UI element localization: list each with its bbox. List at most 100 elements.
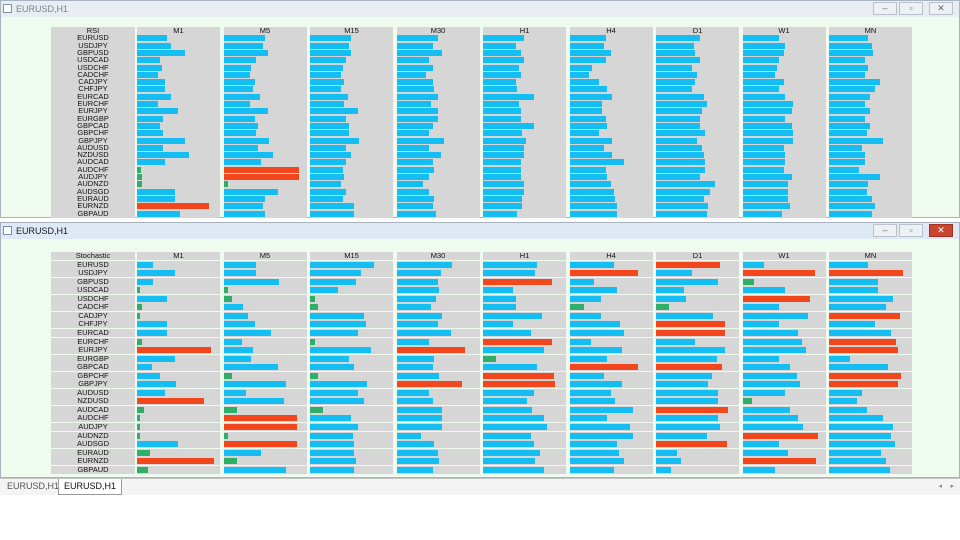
signal-bar-blue <box>742 166 784 173</box>
signal-cell <box>483 48 566 57</box>
signal-bar-red <box>742 295 810 302</box>
signal-cell <box>742 129 826 138</box>
signal-cell <box>223 41 307 50</box>
signal-cell <box>396 414 480 423</box>
symbol-label-usdchf: USDCHF <box>51 294 135 303</box>
chart-tab[interactable]: EURUSD,H1 <box>2 479 66 494</box>
signal-cell <box>483 380 566 389</box>
signal-cell <box>223 85 307 94</box>
window-title: EURUSD,H1 <box>16 4 69 14</box>
signal-cell <box>742 48 826 57</box>
signal-bar-blue <box>829 415 884 422</box>
signal-bar-blue <box>569 144 604 151</box>
symbol-label-audusd: AUDUSD <box>51 143 135 152</box>
minimize-button[interactable]: – <box>873 2 897 15</box>
signal-bar-blue <box>569 261 614 268</box>
signal-bar-blue <box>310 195 343 202</box>
signal-cell <box>569 277 653 286</box>
signal-cell <box>742 397 826 406</box>
signal-bar-green <box>223 432 229 439</box>
window-titlebar[interactable]: EURUSD,H1 – ▫ ✕ <box>1 223 959 239</box>
signal-cell <box>396 180 480 189</box>
tabs-scroll-left-icon[interactable]: ◂ <box>938 483 942 490</box>
signal-bar-blue <box>656 35 701 42</box>
close-button[interactable]: ✕ <box>929 224 953 237</box>
minimize-button[interactable]: – <box>873 224 897 237</box>
symbol-label-gbpcad: GBPCAD <box>51 363 135 372</box>
signal-bar-blue <box>656 389 719 396</box>
signal-cell <box>569 397 653 406</box>
symbol-label-gbpusd: GBPUSD <box>51 277 135 286</box>
signal-cell <box>742 158 826 167</box>
signal-cell <box>310 107 393 116</box>
signal-cell <box>656 48 739 57</box>
signal-cell <box>829 397 912 406</box>
signal-cell <box>656 371 739 380</box>
signal-bar-blue <box>569 381 622 388</box>
tabs-scroll-right-icon[interactable]: ▸ <box>950 483 954 490</box>
signal-bar-blue <box>656 203 709 210</box>
signal-cell <box>137 414 220 423</box>
signal-bar-blue <box>223 49 268 56</box>
signal-bar-blue <box>137 57 160 64</box>
signal-bar-blue <box>569 166 606 173</box>
signal-cell <box>742 202 826 211</box>
symbol-label-gbpchf: GBPCHF <box>51 129 135 138</box>
symbol-label-eurnzd: EURNZD <box>51 457 135 466</box>
window-titlebar[interactable]: EURUSD,H1 – ▫ ✕ <box>1 1 959 17</box>
signal-bar-blue <box>829 466 890 473</box>
signal-cell <box>310 294 393 303</box>
signal-bar-blue <box>396 321 438 328</box>
chart-window[interactable]: EURUSD,H1 – ▫ ✕ RSI M1 M5 M15 M30 H1 H4 D1 W1 MN EURUS… <box>0 0 960 218</box>
signal-cell <box>396 380 480 389</box>
signal-cell <box>223 194 307 203</box>
signal-cell <box>137 202 220 211</box>
signal-cell <box>483 151 566 160</box>
signal-cell <box>396 465 480 474</box>
signal-bar-blue <box>223 329 272 336</box>
signal-bar-blue <box>310 64 343 71</box>
symbol-label-eurcad: EURCAD <box>51 328 135 337</box>
close-button[interactable]: ✕ <box>929 2 953 15</box>
signal-cell <box>310 431 393 440</box>
signal-cell <box>137 294 220 303</box>
restore-button[interactable]: ▫ <box>899 2 923 15</box>
signal-cell <box>742 294 826 303</box>
signal-bar-blue <box>310 287 338 294</box>
signal-cell <box>569 158 653 167</box>
signal-cell <box>742 187 826 196</box>
signal-cell <box>656 209 739 218</box>
timeframe-header-m15: M15 <box>310 27 393 35</box>
signal-cell <box>137 78 220 87</box>
signal-cell <box>396 41 480 50</box>
signal-bar-blue <box>483 321 513 328</box>
signal-cell <box>396 158 480 167</box>
signal-cell <box>396 165 480 174</box>
chart-tab[interactable]: EURUSD,H1 <box>58 479 123 495</box>
signal-bar-blue <box>310 181 342 188</box>
signal-bar-blue <box>656 137 697 144</box>
signal-bar-blue <box>310 449 355 456</box>
signal-cell <box>569 414 653 423</box>
restore-button[interactable]: ▫ <box>899 224 923 237</box>
signal-bar-blue <box>483 181 524 188</box>
signal-bar-blue <box>396 79 433 86</box>
chart-window[interactable]: EURUSD,H1 – ▫ ✕ Stochastic M1 M5 M15 M30 H1 H4 D1 W1… <box>0 222 960 478</box>
signal-cell <box>656 303 739 312</box>
signal-bar-blue <box>137 137 185 144</box>
signal-cell <box>483 363 566 372</box>
signal-bar-blue <box>483 144 524 151</box>
signal-cell <box>742 121 826 130</box>
signal-cell <box>742 143 826 152</box>
signal-cell <box>829 63 912 72</box>
signal-bar-blue <box>829 210 872 217</box>
signal-cell <box>137 440 220 449</box>
signal-bar-blue <box>656 449 678 456</box>
signal-cell <box>137 269 220 278</box>
signal-bar-blue <box>483 312 543 319</box>
signal-cell <box>742 136 826 145</box>
signal-cell <box>396 260 480 269</box>
signal-bar-blue <box>483 93 534 100</box>
signal-bar-blue <box>569 57 606 64</box>
signal-cell <box>483 187 566 196</box>
